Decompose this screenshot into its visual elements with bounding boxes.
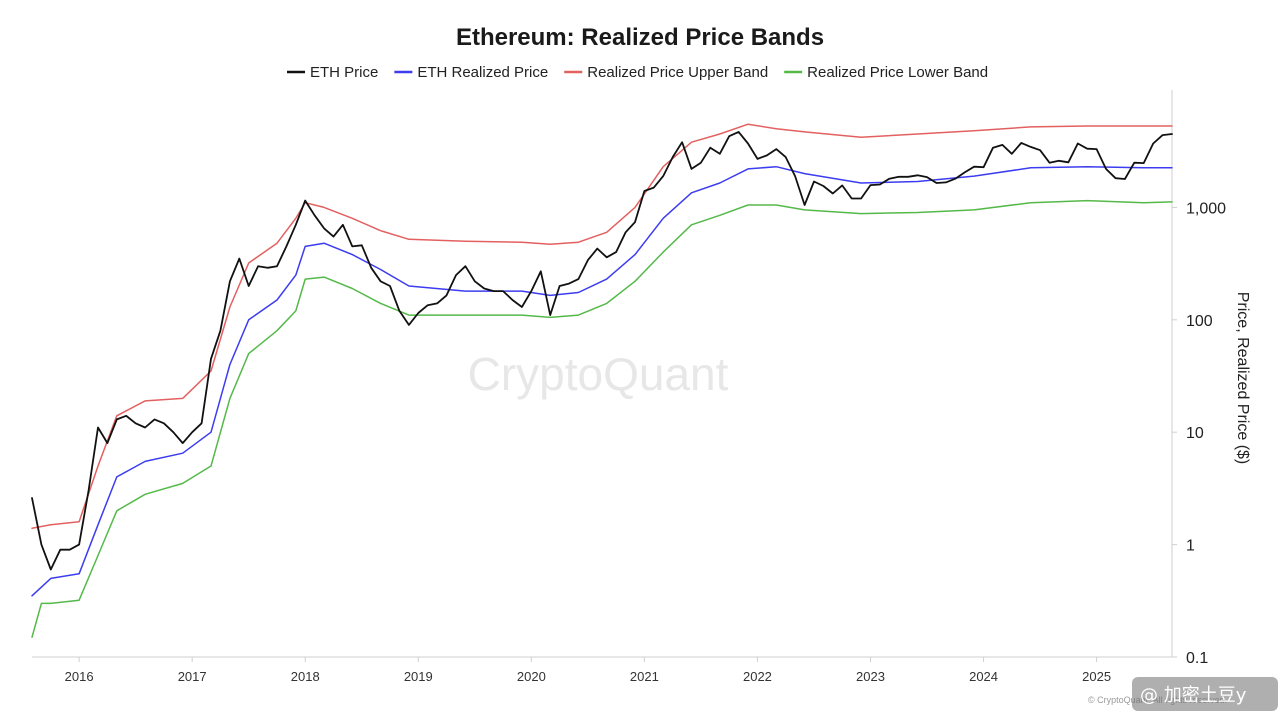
chart-title: Ethereum: Realized Price Bands bbox=[456, 24, 824, 51]
x-tick-label: 2023 bbox=[856, 669, 885, 684]
x-tick-label: 2022 bbox=[743, 669, 772, 684]
x-tick-label: 2020 bbox=[517, 669, 546, 684]
y-tick-label: 10 bbox=[1186, 425, 1204, 442]
x-tick-label: 2016 bbox=[65, 669, 94, 684]
signature-backdrop bbox=[1132, 677, 1278, 711]
legend-label: Realized Price Upper Band bbox=[587, 64, 768, 81]
y-tick-label: 100 bbox=[1186, 313, 1213, 330]
y-tick-label: 0.1 bbox=[1186, 650, 1208, 667]
legend-label: ETH Price bbox=[310, 64, 378, 81]
series-line-realized-price-upper-band bbox=[31, 123, 1173, 529]
x-tick-label: 2019 bbox=[404, 669, 433, 684]
x-tick-label: 2025 bbox=[1082, 669, 1111, 684]
legend: ETH Price ETH Realized Price Realized Pric… bbox=[287, 64, 988, 81]
x-tick-label: 2024 bbox=[969, 669, 998, 684]
legend-item-realized-price-lower-band: Realized Price Lower Band bbox=[784, 64, 988, 81]
y-tick-label: 1 bbox=[1186, 538, 1195, 555]
axes: 2016 2017 2018 2019 2020 2021 2022 2023 2024 2025… bbox=[32, 90, 1226, 684]
x-tick-label: 2017 bbox=[178, 669, 207, 684]
series-line-eth-price bbox=[31, 131, 1173, 571]
signature-text: @ 加密土豆y bbox=[1140, 685, 1247, 706]
legend-item-eth-price: ETH Price bbox=[287, 64, 378, 81]
legend-label: Realized Price Lower Band bbox=[807, 64, 988, 81]
legend-item-eth-realized-price: ETH Realized Price bbox=[394, 64, 548, 81]
x-tick-label: 2018 bbox=[291, 669, 320, 684]
y-tick-label: 1,000 bbox=[1186, 200, 1226, 217]
x-tick-label: 2021 bbox=[630, 669, 659, 684]
legend-label: ETH Realized Price bbox=[417, 64, 548, 81]
series-line-realized-price-lower-band bbox=[31, 199, 1173, 638]
watermark: CryptoQuant bbox=[468, 348, 729, 400]
y-axis-label: Price, Realized Price ($) bbox=[1234, 292, 1251, 465]
legend-item-realized-price-upper-band: Realized Price Upper Band bbox=[564, 64, 768, 81]
plot-area bbox=[31, 123, 1173, 638]
